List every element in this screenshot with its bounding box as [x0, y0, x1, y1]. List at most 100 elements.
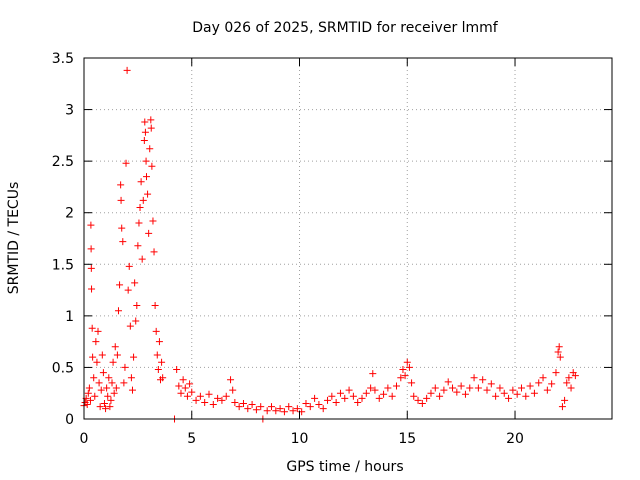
data-point	[173, 365, 181, 373]
data-point	[345, 386, 353, 394]
data-point	[139, 196, 147, 204]
data-point	[159, 374, 167, 382]
data-point	[205, 390, 213, 398]
data-point	[107, 396, 115, 404]
data-point	[248, 401, 256, 409]
data-point	[196, 392, 204, 400]
data-point	[349, 392, 357, 400]
data-point	[555, 343, 563, 351]
data-point	[119, 238, 127, 246]
data-point	[87, 221, 95, 229]
data-point	[148, 162, 156, 170]
data-point	[449, 384, 457, 392]
data-point	[127, 374, 135, 382]
data-point	[100, 400, 108, 408]
data-point	[263, 407, 271, 415]
data-point	[272, 407, 280, 415]
data-point	[137, 178, 145, 186]
data-point	[181, 384, 189, 392]
data-point	[517, 384, 525, 392]
data-point	[539, 374, 547, 382]
data-point	[116, 281, 124, 289]
data-point	[252, 406, 260, 414]
chart-title: Day 026 of 2025, SRMTID for receiver lmm…	[192, 20, 499, 36]
data-point	[558, 403, 566, 411]
data-point	[87, 245, 95, 253]
data-point	[94, 327, 102, 335]
data-point	[117, 196, 125, 204]
data-point	[306, 403, 314, 411]
data-point	[152, 327, 160, 335]
data-point	[466, 384, 474, 392]
data-point	[108, 379, 116, 387]
data-point	[418, 400, 426, 408]
data-point	[371, 386, 379, 394]
y-tick-label: 1.5	[52, 257, 74, 273]
data-point	[125, 262, 133, 270]
data-point	[362, 389, 370, 397]
data-point	[105, 374, 113, 382]
data-point	[227, 376, 235, 384]
data-point	[336, 389, 344, 397]
data-point	[90, 374, 98, 382]
data-point	[505, 394, 513, 402]
data-point	[543, 386, 551, 394]
data-point	[110, 389, 118, 397]
data-point	[302, 400, 310, 408]
data-point	[146, 145, 154, 153]
data-point	[257, 403, 265, 411]
data-point	[121, 363, 129, 371]
data-point	[231, 398, 239, 406]
data-point	[479, 376, 487, 384]
data-point	[92, 338, 100, 346]
y-tick-label: 1	[65, 309, 74, 325]
y-tick-label: 3.5	[52, 51, 74, 67]
data-point	[276, 405, 284, 413]
data-point	[109, 358, 117, 366]
data-point	[457, 382, 465, 390]
data-point	[97, 386, 105, 394]
data-point	[358, 394, 366, 402]
data-point	[135, 219, 143, 227]
data-point	[144, 190, 152, 198]
data-point	[526, 382, 534, 390]
data-point	[111, 343, 119, 351]
data-point	[324, 396, 332, 404]
data-point	[122, 159, 130, 167]
data-point	[408, 379, 416, 387]
data-point	[319, 405, 327, 413]
data-point	[522, 392, 530, 400]
x-tick-label: 20	[506, 431, 524, 447]
data-point	[405, 363, 413, 371]
data-point	[151, 302, 159, 310]
axis-ticks-layer: 0 0.5 1 1.5 2 2.5 3 3.5 0 5 10 15 20	[52, 51, 612, 447]
data-point	[201, 398, 209, 406]
data-point	[414, 396, 422, 404]
data-point	[183, 392, 191, 400]
data-point	[492, 392, 500, 400]
data-point	[567, 384, 575, 392]
data-point	[118, 224, 126, 232]
data-point	[222, 392, 230, 400]
data-point	[431, 384, 439, 392]
data-point	[354, 398, 362, 406]
data-point	[102, 405, 110, 413]
data-point	[214, 394, 222, 402]
data-point	[410, 392, 418, 400]
data-point	[142, 157, 150, 165]
data-point	[209, 401, 217, 409]
data-point	[104, 392, 112, 400]
data-point	[500, 389, 508, 397]
x-axis-title: GPS time / hours	[286, 459, 403, 475]
data-point	[367, 384, 375, 392]
data-point	[267, 403, 275, 411]
data-point	[563, 379, 571, 387]
data-point	[141, 118, 149, 126]
data-point	[571, 372, 579, 380]
data-point	[153, 351, 161, 359]
data-point	[147, 124, 155, 132]
y-tick-label: 2.5	[52, 154, 74, 170]
data-point	[112, 384, 120, 392]
data-point	[88, 324, 96, 332]
